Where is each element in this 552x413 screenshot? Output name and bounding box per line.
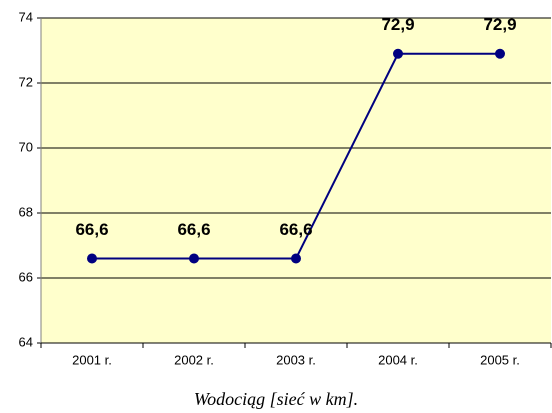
marker: [87, 253, 97, 264]
marker: [495, 48, 505, 59]
value-label: 66,6: [75, 220, 108, 239]
y-tick-label: 70: [19, 139, 33, 154]
x-tick-label: 2002 r.: [174, 352, 214, 367]
x-tick-label: 2003 r.: [276, 352, 316, 367]
marker: [393, 48, 403, 59]
marker: [291, 253, 301, 264]
caption: Wodociąg [sieć w km].: [194, 389, 358, 409]
y-tick-label: 72: [19, 74, 33, 89]
value-label: 66,6: [279, 220, 312, 239]
x-tick-label: 2004 r.: [378, 352, 418, 367]
y-tick-label: 68: [19, 204, 33, 219]
x-tick-label: 2001 r.: [72, 352, 112, 367]
y-tick-label: 64: [19, 334, 33, 349]
plot-area: [41, 18, 551, 343]
y-tick-label: 66: [19, 269, 33, 284]
marker: [189, 253, 199, 264]
value-label: 66,6: [177, 220, 210, 239]
value-label: 72,9: [483, 15, 516, 34]
y-tick-label: 74: [19, 9, 33, 24]
value-label: 72,9: [381, 15, 414, 34]
x-tick-label: 2005 r.: [480, 352, 520, 367]
